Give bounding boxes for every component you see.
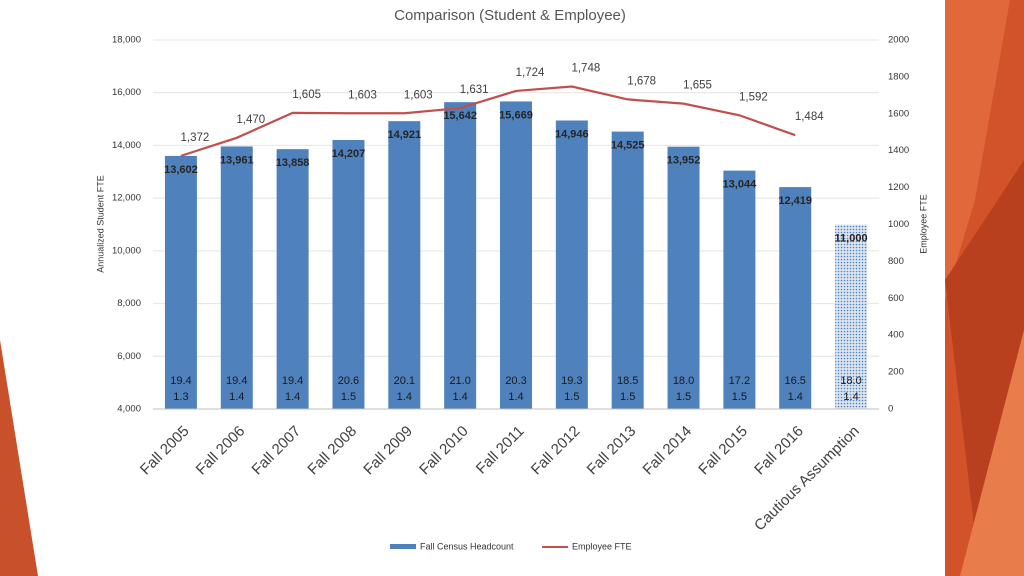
- bar-value-label: 13,602: [164, 164, 198, 176]
- bar-annotation: 21.0: [449, 375, 470, 387]
- line-value-label: 1,470: [236, 114, 265, 126]
- bar: [276, 149, 309, 410]
- y-tick-label: 10,000: [112, 245, 141, 256]
- line-value-label: 1,655: [683, 80, 712, 92]
- bar: [667, 146, 700, 409]
- bar: [723, 170, 756, 409]
- bar: [220, 146, 253, 410]
- bar-value-label: 13,952: [667, 155, 701, 167]
- y2-axis-label: Employee FTE: [918, 194, 928, 254]
- chart-title: Comparison (Student & Employee): [394, 7, 626, 24]
- y2-tick-label: 1600: [888, 108, 909, 119]
- line-value-label: 1,678: [627, 75, 656, 87]
- y2-tick-label: 0: [888, 404, 893, 415]
- y2-tick-label: 800: [888, 256, 904, 267]
- line: [180, 85, 796, 157]
- bar-annotation: 18.5: [617, 375, 638, 387]
- bar-annotation: 19.4: [226, 375, 247, 387]
- y-tick-label: 12,000: [112, 193, 141, 204]
- y-tick-label: 8,000: [117, 298, 141, 309]
- y2-tick-label: 1000: [888, 219, 909, 230]
- line-value-label: 1,603: [348, 89, 377, 101]
- bar-annotation: 1.5: [341, 391, 356, 403]
- bar-value-label: 15,669: [499, 109, 533, 121]
- bar-annotation: 20.6: [338, 375, 359, 387]
- line-value-label: 1,603: [404, 89, 433, 101]
- y2-tick-label: 400: [888, 330, 904, 341]
- y-tick-label: 4,000: [117, 404, 141, 415]
- line-value-label: 1,592: [739, 91, 768, 103]
- line-value-label: 1,724: [516, 67, 545, 79]
- y2-tick-label: 1800: [888, 71, 909, 82]
- bar-value-label: 11,000: [835, 232, 868, 244]
- y2-tick-label: 600: [888, 293, 904, 304]
- bar-value-label: 14,946: [555, 128, 589, 140]
- bar-annotation: 16.5: [785, 375, 806, 387]
- bar-annotation: 1.4: [508, 391, 523, 403]
- y2-tick-label: 2000: [888, 35, 909, 46]
- bar-annotation: 1.4: [843, 391, 858, 403]
- bar: [164, 155, 197, 409]
- bar-annotation: 1.3: [173, 391, 188, 403]
- line-value-label: 1,748: [571, 63, 600, 75]
- bar: [332, 139, 365, 409]
- legend-label: Fall Census Headcount: [420, 541, 514, 551]
- bar-annotation: 17.2: [729, 375, 750, 387]
- line-value-label: 1,605: [292, 89, 321, 101]
- line-value-label: 1,484: [795, 111, 824, 123]
- y2-tick-label: 200: [888, 367, 904, 378]
- bar-value-label: 15,642: [443, 110, 477, 122]
- bar-value-label: 14,525: [611, 139, 645, 151]
- bar-value-label: 13,858: [276, 157, 310, 169]
- y-axis-label: Annualized Student FTE: [95, 175, 105, 273]
- line-value-label: 1,372: [181, 132, 210, 144]
- bar-annotation: 20.3: [505, 375, 526, 387]
- bar-value-label: 12,419: [778, 195, 812, 207]
- bar-annotation: 19.4: [282, 375, 303, 387]
- bar-annotation: 1.4: [229, 391, 244, 403]
- bar-value-label: 13,961: [220, 154, 254, 166]
- bar-value-label: 14,921: [387, 129, 421, 141]
- bar-annotation: 1.5: [676, 391, 691, 403]
- bar-annotation: 1.4: [397, 391, 412, 403]
- bar-annotation: 18.0: [673, 375, 694, 387]
- y-tick-label: 16,000: [112, 87, 141, 98]
- bar: [779, 187, 812, 409]
- bar: [444, 102, 477, 409]
- y-tick-label: 14,000: [112, 140, 141, 151]
- legend-swatch: [390, 544, 416, 549]
- y-tick-label: 18,000: [112, 35, 141, 46]
- y-tick-label: 6,000: [117, 351, 141, 362]
- line-value-label: 1,631: [460, 84, 489, 96]
- bar-annotation: 1.5: [732, 391, 747, 403]
- bar: [555, 120, 588, 409]
- bar-annotation: 1.5: [564, 391, 579, 403]
- bar-annotation: 1.4: [453, 391, 468, 403]
- legend-label: Employee FTE: [572, 541, 632, 551]
- bar: [835, 224, 868, 409]
- bar-value-label: 14,207: [332, 148, 366, 160]
- bar: [388, 121, 421, 410]
- bar-annotation: 19.3: [561, 375, 582, 387]
- bar-annotation: 1.5: [620, 391, 635, 403]
- bar: [500, 101, 532, 409]
- y2-tick-label: 1200: [888, 182, 909, 193]
- bar-annotation: 19.4: [170, 375, 191, 387]
- bar-annotation: 20.1: [394, 375, 415, 387]
- bar-value-label: 13,044: [723, 179, 758, 191]
- bar: [611, 131, 644, 409]
- bar-annotation: 18.0: [840, 375, 861, 387]
- bar-annotation: 1.4: [788, 391, 803, 403]
- y2-tick-label: 1400: [888, 145, 909, 156]
- bar-annotation: 1.4: [285, 391, 300, 403]
